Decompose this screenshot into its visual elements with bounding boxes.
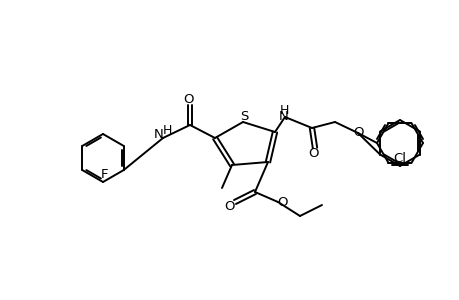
Text: H: H: [279, 103, 288, 116]
Text: O: O: [308, 146, 319, 160]
Text: N: N: [279, 110, 288, 122]
Text: S: S: [239, 110, 248, 122]
Text: O: O: [277, 196, 288, 209]
Text: O: O: [224, 200, 235, 212]
Text: H: H: [162, 124, 171, 136]
Text: F: F: [101, 167, 108, 181]
Text: O: O: [353, 125, 364, 139]
Text: O: O: [183, 92, 194, 106]
Text: Cl: Cl: [392, 152, 406, 164]
Text: N: N: [154, 128, 163, 140]
